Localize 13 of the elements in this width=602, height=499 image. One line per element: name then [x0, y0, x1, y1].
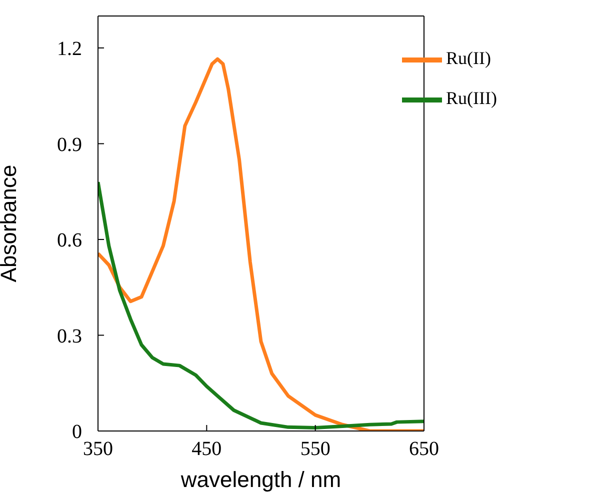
y-tick-label: 0.9 — [57, 134, 82, 156]
y-tick-label: 0 — [72, 421, 82, 444]
x-tick-label: 650 — [409, 438, 439, 460]
y-tick-label: 0.6 — [57, 230, 82, 252]
x-tick-label: 550 — [300, 438, 330, 460]
y-tick-label: 1.2 — [57, 38, 82, 60]
x-axis-title: wavelength / nm — [180, 467, 342, 492]
legend-label: Ru(III) — [446, 88, 497, 108]
y-axis-title: Absorbance — [0, 164, 21, 282]
legend-label: Ru(II) — [446, 48, 491, 68]
x-tick-label: 350 — [83, 438, 113, 460]
y-tick-label: 0.3 — [57, 325, 82, 348]
x-tick-label: 450 — [192, 438, 222, 460]
